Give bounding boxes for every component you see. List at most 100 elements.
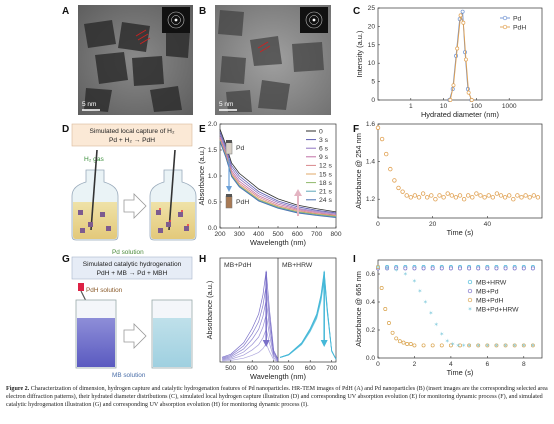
- data-point: [392, 178, 397, 183]
- plot-frame: [377, 123, 543, 219]
- mb-liquid-right: [153, 318, 191, 367]
- plot-frame: [377, 7, 543, 101]
- pdh-solution-label: PdH solution: [86, 287, 123, 294]
- spectrum-line: [222, 270, 279, 360]
- x-tick-label: 500: [283, 365, 294, 372]
- data-point: [530, 343, 535, 348]
- data-point: [449, 193, 454, 198]
- data-point: [445, 191, 450, 196]
- data-point: [458, 266, 462, 271]
- mb-liquid-left: [77, 318, 115, 367]
- tem-particles-a: [84, 20, 190, 112]
- lattice-marks-b: [257, 41, 271, 53]
- x-axis-label: Time (s): [447, 228, 474, 237]
- data-point-star: ✶: [423, 299, 428, 306]
- legend-label: MB+PdH: [476, 298, 503, 305]
- spectrum-line: [222, 314, 279, 361]
- data-point: [485, 343, 490, 348]
- data-point: [494, 343, 499, 348]
- data-point: [404, 193, 409, 198]
- y-tick-label: 1.5: [208, 147, 217, 154]
- particles-left: [78, 210, 111, 233]
- legend-label: 24 s: [319, 197, 332, 204]
- caption-title: Figure 2.: [6, 386, 30, 392]
- data-point: [416, 195, 422, 200]
- data-point: [439, 266, 444, 271]
- data-point-star: ✶: [467, 342, 472, 349]
- spectrum-line: [219, 134, 337, 215]
- data-point: [461, 196, 467, 202]
- data-point-star: ✶: [428, 310, 433, 317]
- panel-c-letter: C: [353, 6, 360, 17]
- point-pdh: [469, 98, 474, 102]
- chart-h: Wavelength (nm) Absorbance (a.u.) 500 600 70…: [205, 257, 338, 381]
- vial-pd: [225, 141, 233, 155]
- vial-pdh-cap: [226, 194, 232, 197]
- data-point-star: ✶: [439, 331, 444, 338]
- data-point: [486, 193, 491, 198]
- y-tick-label: 0.0: [366, 355, 375, 362]
- panel-f-letter: F: [353, 124, 359, 135]
- y-tick-label: 1.0: [208, 173, 217, 180]
- data-point: [448, 266, 453, 271]
- x-tick-label: 200: [214, 231, 225, 238]
- data-point-star: ✶: [461, 342, 466, 349]
- data-point: [384, 151, 389, 157]
- data-point: [467, 343, 472, 348]
- data-point-star: ✶: [512, 342, 517, 349]
- data-point: [439, 343, 444, 348]
- data-point-star: ✶: [521, 342, 526, 349]
- x-axis-label: Wavelength (nm): [250, 238, 306, 247]
- data-point-star: ✶: [503, 342, 508, 349]
- x-tick-label: 300: [234, 231, 245, 238]
- spectrum-line: [222, 299, 279, 361]
- panel-b: B 5 nm: [199, 5, 331, 115]
- data-point: [412, 266, 417, 271]
- y-tick-label: 25: [368, 5, 376, 12]
- y-tick-label: 0.0: [208, 225, 217, 232]
- panel-g-equation: PdH + MB → Pd + MBH: [97, 270, 168, 277]
- panel-g-title: Simulated catalytic hydrogenation: [83, 261, 182, 268]
- legend-label: MB+Pd+HRW: [476, 307, 519, 314]
- data-point: [494, 191, 500, 196]
- scalebar-a-label: 5 nm: [82, 101, 96, 108]
- legend-label: 0: [319, 128, 323, 135]
- legend-label: MB+Pd: [476, 289, 499, 296]
- data-point: [408, 195, 413, 200]
- liquid-left: [73, 202, 117, 239]
- data-point: [441, 195, 446, 200]
- legend-label: PdH: [513, 25, 526, 32]
- data-point: [375, 125, 381, 130]
- y-tick-label: 0.5: [208, 199, 217, 206]
- data-point: [467, 266, 472, 271]
- legend-label: Pd: [513, 16, 522, 23]
- spectrum-line: [222, 285, 279, 360]
- data-point: [531, 193, 536, 198]
- data-point: [502, 195, 508, 200]
- data-point-star: ✶: [445, 338, 450, 345]
- vial-pd-cap: [226, 140, 232, 143]
- spectrum-line: [219, 141, 337, 218]
- subplot-label: MB+HRW: [282, 262, 313, 269]
- data-point: [400, 189, 405, 194]
- data-point: [390, 330, 395, 335]
- x-tick-label: 700: [268, 365, 279, 372]
- trend-arrowhead-right: [294, 189, 302, 196]
- data-point: [379, 136, 385, 142]
- caption-text: Characterization of dimension, hydrogen …: [6, 386, 548, 408]
- spectrum-line: [280, 279, 337, 360]
- y-tick-label: 20: [368, 23, 376, 30]
- x-tick-label: 700: [311, 231, 322, 238]
- data-point: [476, 343, 481, 348]
- data-point-star: ✶: [450, 341, 455, 348]
- point-pd: [460, 9, 465, 14]
- data-point: [430, 266, 435, 271]
- data-point: [507, 193, 512, 198]
- process-arrow-g: [123, 323, 147, 349]
- data-point: [476, 266, 481, 271]
- trend-arrowhead: [262, 340, 270, 347]
- trend-arrowhead-left: [226, 186, 232, 192]
- data-point: [394, 336, 399, 341]
- liquid-right: [151, 202, 195, 239]
